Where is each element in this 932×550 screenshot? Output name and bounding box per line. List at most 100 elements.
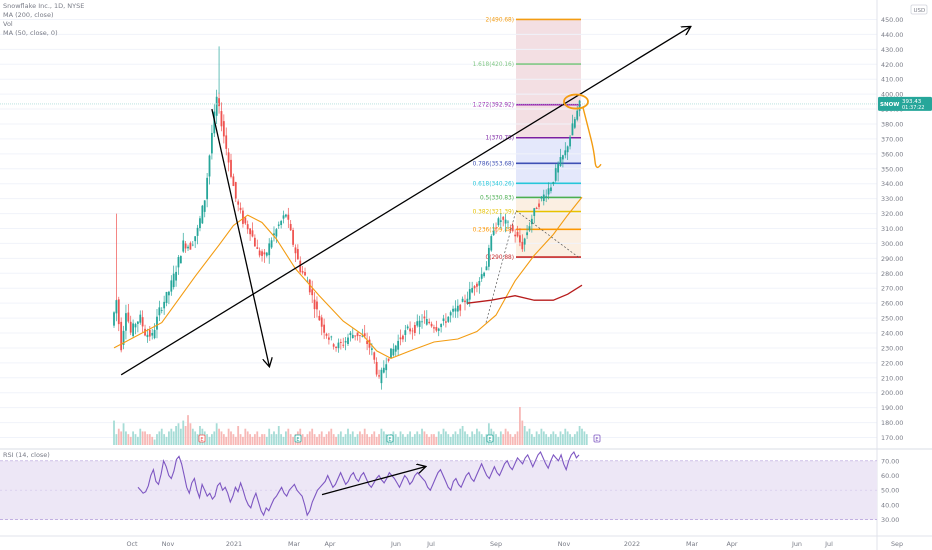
price-tick-label: 430.00	[881, 46, 903, 54]
volume-bar	[122, 423, 125, 445]
candle-body	[538, 203, 540, 207]
candle-body	[265, 252, 268, 256]
volume-bar	[136, 436, 139, 445]
volume-bar	[385, 434, 388, 445]
price-badge-price: 393.43	[902, 99, 922, 105]
rsi-pane: 70.00 60.00 50.00 40.00 30.00	[0, 448, 932, 524]
price-tick-label: 410.00	[881, 76, 903, 84]
candle-body	[402, 335, 404, 340]
candle-body	[490, 236, 493, 251]
price-series	[113, 46, 581, 390]
price-tick-label: 180.00	[881, 419, 903, 427]
candle-body	[418, 320, 421, 327]
candle-body	[206, 177, 209, 200]
volume-bar	[127, 434, 130, 445]
candle-body	[311, 289, 314, 296]
candle-body	[564, 150, 567, 156]
candle-body	[268, 243, 271, 256]
volume-bar	[337, 434, 340, 445]
candle-body	[177, 257, 180, 268]
candle-body	[454, 308, 457, 312]
rsi-tick-label: 50.00	[881, 487, 899, 495]
volume-bar	[523, 426, 526, 445]
candle-body	[526, 232, 528, 236]
earnings-marker	[486, 434, 494, 443]
candle-body	[409, 328, 411, 332]
candle-body	[354, 335, 357, 337]
time-tick-label: Sep	[490, 540, 502, 548]
volume-bar	[430, 434, 433, 445]
candle-body	[148, 329, 151, 337]
fib-zone-extension	[516, 19, 581, 138]
fib-level-label: 1.272(392.92)	[473, 103, 514, 109]
earnings-marker	[386, 434, 394, 443]
volume-bar	[339, 431, 342, 445]
candle-body	[258, 250, 261, 256]
candle-body	[168, 291, 170, 296]
candle-body	[208, 155, 211, 177]
candle-body	[285, 214, 287, 217]
volume-bar	[332, 434, 335, 445]
earnings-marker	[198, 434, 206, 443]
candle-body	[246, 224, 249, 230]
volume-bar	[347, 428, 349, 445]
volume-bar	[545, 434, 548, 445]
volume-bar	[263, 434, 266, 445]
volume-bar	[473, 434, 476, 445]
moving-averages	[113, 196, 583, 360]
candle-body	[125, 313, 127, 331]
time-tick-label: Mar	[288, 540, 300, 548]
volume-bar	[208, 436, 211, 445]
candle-body	[156, 316, 158, 330]
volume-bar	[227, 428, 230, 445]
volume-bar	[129, 436, 132, 445]
candle-body	[184, 243, 187, 249]
candle-body	[282, 215, 285, 219]
candle-body	[242, 210, 244, 224]
volume-bar	[454, 431, 457, 445]
candle-body	[122, 330, 125, 345]
candle-body	[263, 252, 266, 255]
candle-body	[306, 280, 309, 282]
candle-body	[144, 328, 146, 336]
candle-body	[533, 208, 536, 216]
volume-bar	[285, 431, 287, 445]
volume-bar	[583, 431, 586, 445]
volume-bar	[320, 431, 323, 445]
volume-bar	[115, 434, 118, 445]
candle-body	[225, 135, 228, 149]
earnings-marker-label: E	[296, 437, 299, 443]
volume-bar	[581, 428, 583, 445]
fib-level-label: 0(290.88)	[486, 255, 515, 261]
rsi-legend: RSI (14, close)	[3, 451, 50, 460]
volume-bar	[230, 431, 232, 445]
volume-bar	[168, 431, 170, 445]
volume-bar	[125, 431, 127, 445]
time-tick-label: Apr	[726, 540, 737, 548]
candle-body	[449, 312, 452, 316]
candle-body	[483, 272, 486, 277]
volume-bar	[189, 423, 192, 445]
candle-body	[256, 247, 259, 249]
price-tick-label: 300.00	[881, 240, 903, 248]
candle-body	[120, 321, 123, 351]
volume-bar	[361, 434, 364, 445]
candle-body	[153, 329, 156, 339]
fib-level-label: 0.5(330.83)	[480, 195, 514, 201]
symbol-line: Snowflake Inc., 1D, NYSE	[3, 2, 85, 10]
volume-bar	[356, 434, 359, 445]
candle-body	[375, 361, 378, 375]
candle-body	[337, 342, 340, 349]
volume-bar	[561, 434, 564, 445]
volume-bar	[187, 415, 189, 445]
candle-body	[382, 367, 385, 373]
candle-body	[421, 321, 423, 323]
price-tick-label: 330.00	[881, 195, 903, 203]
candle-body	[571, 123, 574, 136]
volume-bar	[113, 420, 115, 445]
fib-level-label: 0.618(340.26)	[473, 181, 514, 187]
candle-body	[132, 323, 135, 336]
candle-body	[413, 325, 416, 334]
